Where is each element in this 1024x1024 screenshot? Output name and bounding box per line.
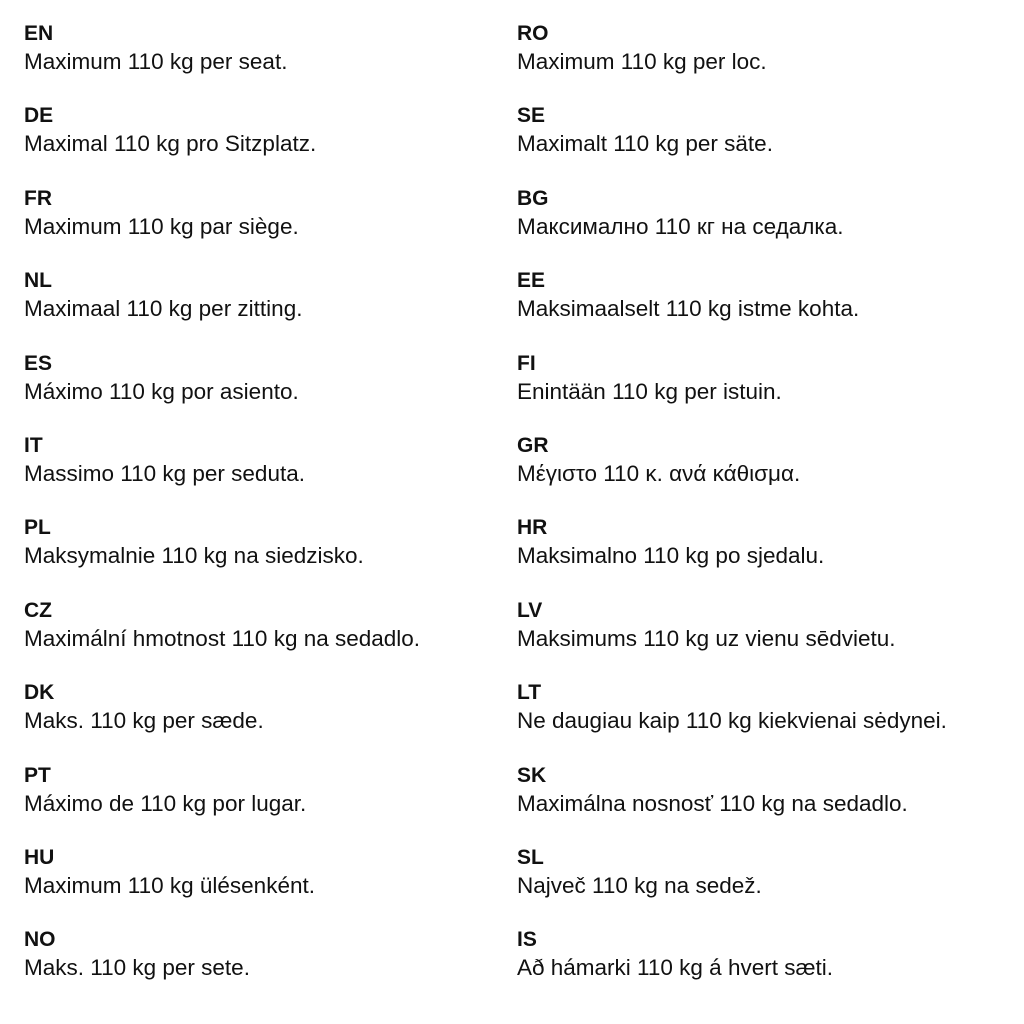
language-code: ES [24,351,53,375]
language-entry: FR Maximum 110 kg par siège. [24,185,420,267]
language-code: LT [517,681,542,705]
language-entry: SK Maximálna nosnosť 110 kg na sedadlo. [517,762,947,844]
language-entry: ES Máximo 110 kg por asiento. [24,350,420,432]
language-entry: IT Massimo 110 kg per seduta. [24,432,420,514]
language-code: DE [24,104,54,128]
language-code: PT [24,763,51,787]
language-entry: GR Μέγιστο 110 κ. ανά κάθισμα. [517,432,947,514]
language-code: HR [517,516,548,540]
language-code: LV [517,598,543,622]
weight-limit-text: Maks. 110 kg per sete. [24,955,250,981]
language-entry: PL Maksymalnie 110 kg na siedzisko. [24,514,420,596]
language-code: DK [24,681,55,705]
weight-limit-text: Maksimums 110 kg uz vienu sēdvietu. [517,625,896,651]
language-entry: DE Maximal 110 kg pro Sitzplatz. [24,102,420,184]
language-code: RO [517,22,549,45]
weight-limit-text: Maksimalno 110 kg po sjedalu. [517,543,825,569]
weight-limit-text: Μέγιστο 110 κ. ανά κάθισμα. [517,460,801,486]
weight-limit-text: Maximum 110 kg per loc. [517,49,767,74]
language-code: SK [517,763,547,787]
language-entry: NO Maks. 110 kg per sete. [24,926,420,1008]
language-code: FR [24,186,52,210]
language-entry: EN Maximum 110 kg per seat. [24,20,420,102]
language-code: NO [24,928,56,952]
weight-limit-text: Maximal 110 kg pro Sitzplatz. [24,131,317,157]
language-code: HU [24,845,55,869]
language-code: FI [517,351,536,375]
language-entry: HR Maksimalno 110 kg po sjedalu. [517,514,947,596]
language-entry: RO Maximum 110 kg per loc. [517,20,947,102]
language-entry: NL Maximaal 110 kg per zitting. [24,267,420,349]
weight-limit-text: Ne daugiau kaip 110 kg kiekvienai sėdyne… [517,708,947,734]
language-entry: CZ Maximální hmotnost 110 kg na sedadlo. [24,597,420,679]
language-code: EN [24,22,54,45]
language-entry: LV Maksimums 110 kg uz vienu sēdvietu. [517,597,947,679]
language-code: CZ [24,598,52,622]
weight-limit-text: Максимално 110 кг на седалка. [517,213,844,239]
language-code: SE [517,104,546,128]
weight-limit-text: Maximálna nosnosť 110 kg na sedadlo. [517,790,908,816]
weight-limit-text: Máximo de 110 kg por lugar. [24,790,307,816]
weight-limit-text: Maksimaalselt 110 kg istme kohta. [517,296,860,322]
weight-limit-text: Maximum 110 kg ülésenként. [24,872,315,898]
weight-limit-text: Maximum 110 kg per seat. [24,49,288,74]
language-code: NL [24,269,52,293]
language-code: PL [24,516,51,540]
weight-limit-text: Maksymalnie 110 kg na siedzisko. [24,543,364,569]
language-entry: FI Enintään 110 kg per istuin. [517,350,947,432]
weight-limit-text: Enintään 110 kg per istuin. [517,378,782,404]
right-column: RO Maximum 110 kg per loc. SE Maximalt 110 … [517,20,947,1009]
language-entry: SE Maximalt 110 kg per säte. [517,102,947,184]
language-code: GR [517,433,549,457]
language-entry: SL Največ 110 kg na sedež. [517,844,947,926]
weight-limit-text: Maximaal 110 kg per zitting. [24,296,303,322]
language-entry: PT Máximo de 110 kg por lugar. [24,762,420,844]
language-entry: BG Максимално 110 кг на седалка. [517,185,947,267]
language-code: IS [517,928,537,952]
language-code: IT [24,433,43,457]
weight-limit-text: Maks. 110 kg per sæde. [24,708,264,734]
language-entry: EE Maksimaalselt 110 kg istme kohta. [517,267,947,349]
language-code: EE [517,269,546,293]
language-entry: IS Að hámarki 110 kg á hvert sæti. [517,926,947,1008]
weight-limit-text: Að hámarki 110 kg á hvert sæti. [517,955,833,981]
left-column: EN Maximum 110 kg per seat. DE Maximal 110 … [24,20,420,1009]
language-entry: HU Maximum 110 kg ülésenként. [24,844,420,926]
language-entry: LT Ne daugiau kaip 110 kg kiekvienai sėdy… [517,679,947,761]
weight-limit-text: Massimo 110 kg per seduta. [24,460,305,486]
language-entry: DK Maks. 110 kg per sæde. [24,679,420,761]
weight-limit-text: Maximální hmotnost 110 kg na sedadlo. [24,625,421,651]
weight-limit-text: Máximo 110 kg por asiento. [24,378,299,404]
weight-limit-text: Največ 110 kg na sedež. [517,872,762,898]
weight-limit-text: Maximalt 110 kg per säte. [517,131,773,157]
language-code: BG [517,186,549,210]
language-code: SL [517,845,544,869]
weight-limit-text: Maximum 110 kg par siège. [24,213,299,239]
